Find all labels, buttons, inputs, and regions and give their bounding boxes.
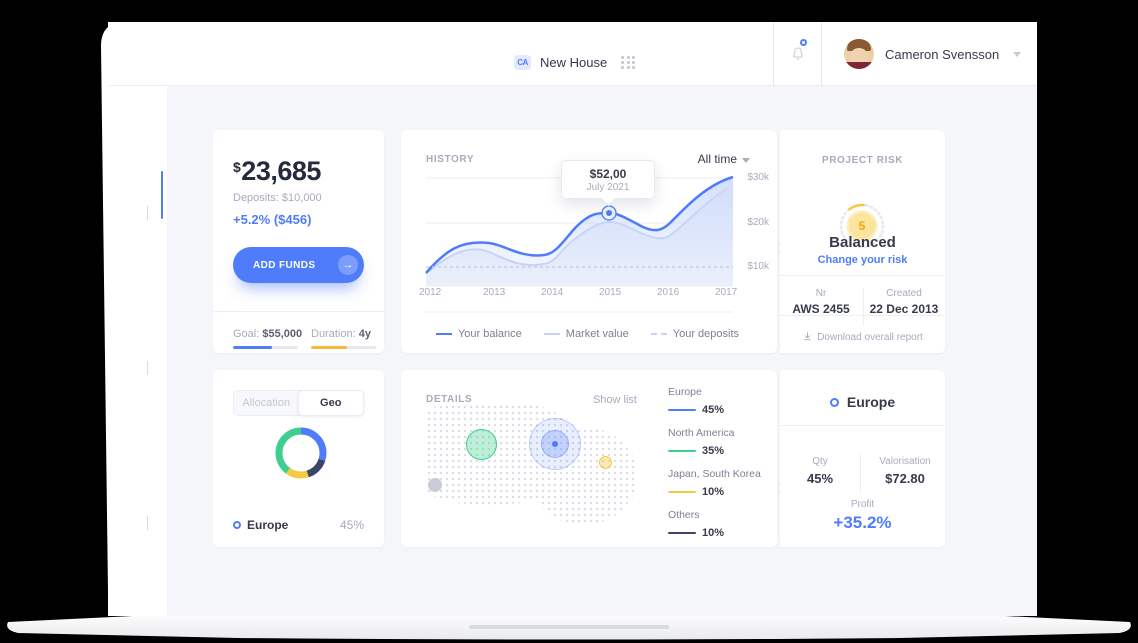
svg-text:5: 5 (859, 219, 866, 233)
